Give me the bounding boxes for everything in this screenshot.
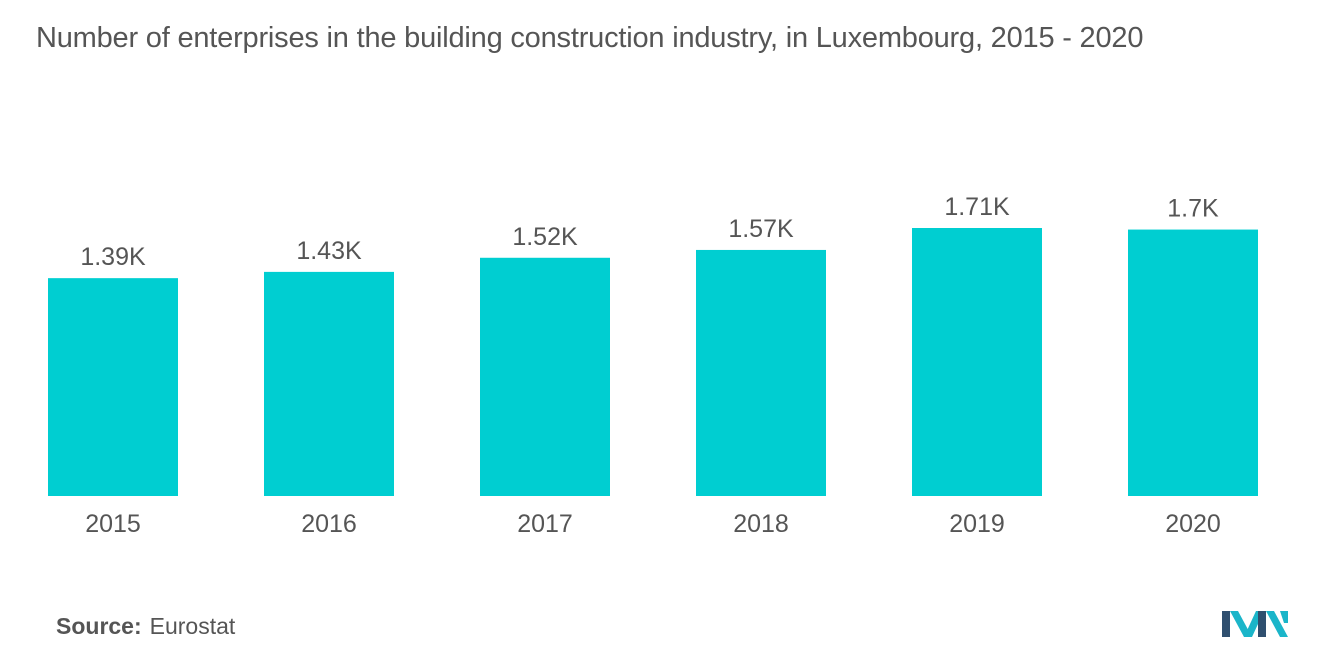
bar-2017: [480, 257, 610, 496]
x-tick-label-2018: 2018: [733, 510, 789, 538]
bar-2018: [696, 249, 826, 496]
data-label-2018: 1.57K: [728, 215, 794, 243]
company-logo-icon: [1222, 611, 1288, 637]
bar-2019: [912, 228, 1042, 496]
x-tick-label-2017: 2017: [517, 510, 573, 538]
data-label-2017: 1.52K: [512, 223, 578, 251]
source-label: Source:: [56, 613, 142, 639]
x-tick-label-2016: 2016: [301, 510, 357, 538]
x-tick-label-2015: 2015: [85, 510, 141, 538]
bar-2016: [264, 271, 394, 496]
bar-2020: [1128, 229, 1258, 496]
x-tick-label-2019: 2019: [949, 510, 1005, 538]
data-label-2019: 1.71K: [944, 193, 1010, 221]
data-label-2015: 1.39K: [80, 243, 146, 271]
source-value: Eurostat: [149, 613, 236, 639]
chart-title: Number of enterprises in the building co…: [36, 22, 1144, 54]
source-note: Source: Eurostat: [56, 613, 235, 640]
data-label-2016: 1.43K: [296, 237, 362, 265]
bar-chart: 1.39K 2015 1.43K 2016 1.52K 2017 1.57K 2018 1.71…: [48, 193, 1258, 538]
data-label-2020: 1.7K: [1167, 195, 1219, 223]
bar-2015: [48, 278, 178, 496]
x-tick-label-2020: 2020: [1165, 510, 1221, 538]
